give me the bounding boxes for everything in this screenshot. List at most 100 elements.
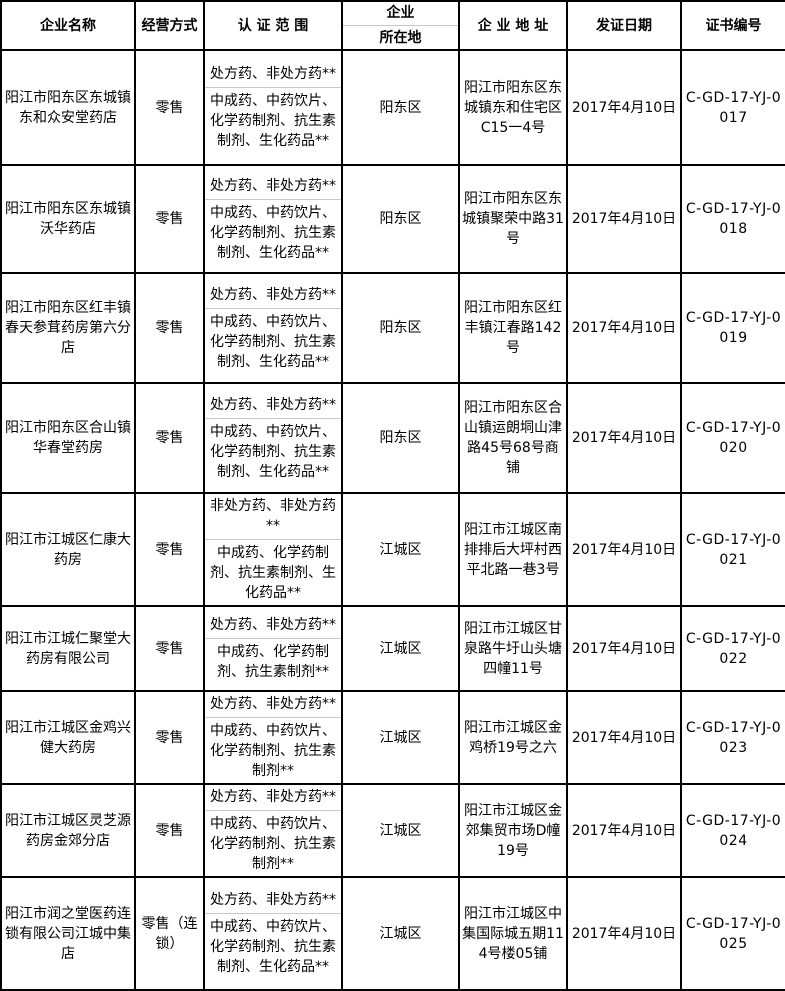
certificate-number-cell: C-GD-17-YJ-0020 — [680, 382, 785, 494]
table-row: 阳江市江城仁聚堂大药房有限公司 零售 处方药、非处方药** 中成药、化学药制剂、… — [0, 605, 785, 692]
scope-section-drugs: 处方药、非处方药** — [206, 283, 340, 309]
certification-scope-cell: 处方药、非处方药** 中成药、中药饮片、化学药制剂、抗生素制剂** — [203, 690, 343, 785]
certificate-number-cell: C-GD-17-YJ-0019 — [680, 272, 785, 384]
address-cell: 阳江市江城区金郊集贸市场D幢19号 — [458, 783, 568, 878]
table-body: 阳江市阳东区东城镇东和众安堂药店 零售 处方药、非处方药** 中成药、中药饮片、… — [0, 49, 785, 991]
certificate-number-cell: C-GD-17-YJ-0023 — [680, 690, 785, 785]
certification-scope-cell: 处方药、非处方药** 中成药、中药饮片、化学药制剂、抗生素制剂** — [203, 783, 343, 878]
scope-section-drugs: 处方药、非处方药** — [206, 693, 340, 718]
certification-scope-cell: 处方药、非处方药** 中成药、中药饮片、化学药制剂、抗生素制剂、生化药品** — [203, 164, 343, 274]
header-business-mode: 经营方式 — [134, 0, 205, 51]
certificate-number-cell: C-GD-17-YJ-0021 — [680, 492, 785, 607]
scope-stack: 处方药、非处方药** 中成药、中药饮片、化学药制剂、抗生素制剂** — [206, 693, 340, 782]
scope-section-categories: 中成药、中药饮片、化学药制剂、抗生素制剂、生化药品** — [210, 93, 336, 149]
issue-date-cell: 2017年4月10日 — [566, 690, 682, 785]
header-certificate-number: 证书编号 — [680, 0, 785, 51]
table-row: 阳江市江城区仁康大药房 零售 非处方药、非处方药** 中成药、化学药制剂、抗生素… — [0, 492, 785, 607]
company-name-cell: 阳江市阳东区东城镇沃华药店 — [0, 164, 136, 274]
business-mode-cell: 零售 — [134, 382, 205, 494]
company-name-cell: 阳江市江城区灵芝源药房金郊分店 — [0, 783, 136, 878]
district-cell: 阳东区 — [341, 382, 460, 494]
scope-stack: 处方药、非处方药** 中成药、中药饮片、化学药制剂、抗生素制剂、生化药品** — [206, 393, 340, 484]
scope-stack: 处方药、非处方药** 中成药、中药饮片、化学药制剂、抗生素制剂** — [206, 786, 340, 875]
header-company-district: 企业 所在地 — [341, 0, 460, 51]
table-row: 阳江市润之堂医药连锁有限公司江城中集店 零售（连锁） 处方药、非处方药** 中成… — [0, 876, 785, 991]
scope-stack: 处方药、非处方药** 中成药、中药饮片、化学药制剂、抗生素制剂、生化药品** — [206, 888, 340, 979]
district-cell: 江城区 — [341, 783, 460, 878]
scope-stack: 处方药、非处方药** 中成药、中药饮片、化学药制剂、抗生素制剂、生化药品** — [206, 283, 340, 374]
certificate-number-cell: C-GD-17-YJ-0017 — [680, 49, 785, 166]
certificate-number-cell: C-GD-17-YJ-0018 — [680, 164, 785, 274]
table-row: 阳江市阳东区红丰镇春天参茸药房第六分店 零售 处方药、非处方药** 中成药、中药… — [0, 272, 785, 384]
district-cell: 阳东区 — [341, 272, 460, 384]
business-mode-cell: 零售 — [134, 49, 205, 166]
scope-stack: 处方药、非处方药** 中成药、中药饮片、化学药制剂、抗生素制剂、生化药品** — [206, 174, 340, 265]
scope-section-categories: 中成药、化学药制剂、抗生素制剂** — [217, 644, 329, 680]
scope-stack: 非处方药、非处方药** 中成药、化学药制剂、抗生素制剂、生化药品** — [206, 495, 340, 604]
address-cell: 阳江市江城区中集国际城五期114号楼05铺 — [458, 876, 568, 991]
company-name-cell: 阳江市阳东区红丰镇春天参茸药房第六分店 — [0, 272, 136, 384]
scope-section-drugs: 处方药、非处方药** — [206, 174, 340, 200]
business-mode-cell: 零售 — [134, 492, 205, 607]
table-row: 阳江市阳东区合山镇华春堂药房 零售 处方药、非处方药** 中成药、中药饮片、化学… — [0, 382, 785, 494]
certificate-number-cell: C-GD-17-YJ-0022 — [680, 605, 785, 692]
header-certification-scope: 认 证 范 围 — [203, 0, 343, 51]
issue-date-cell: 2017年4月10日 — [566, 783, 682, 878]
business-mode-cell: 零售 — [134, 272, 205, 384]
certification-scope-cell: 处方药、非处方药** 中成药、中药饮片、化学药制剂、抗生素制剂、生化药品** — [203, 49, 343, 166]
address-cell: 阳江市江城区甘泉路牛圩山头塘四幢11号 — [458, 605, 568, 692]
scope-section-categories: 中成药、中药饮片、化学药制剂、抗生素制剂、生化药品** — [210, 919, 336, 975]
table-row: 阳江市阳东区东城镇沃华药店 零售 处方药、非处方药** 中成药、中药饮片、化学药… — [0, 164, 785, 274]
scope-section-categories: 中成药、中药饮片、化学药制剂、抗生素制剂** — [210, 816, 336, 872]
table-row: 阳江市江城区灵芝源药房金郊分店 零售 处方药、非处方药** 中成药、中药饮片、化… — [0, 783, 785, 878]
business-mode-cell: 零售（连锁） — [134, 876, 205, 991]
address-cell: 阳江市阳东区东城镇聚荣中路31号 — [458, 164, 568, 274]
district-cell: 阳东区 — [341, 164, 460, 274]
scope-section-drugs: 处方药、非处方药** — [206, 613, 340, 639]
address-cell: 阳江市阳东区红丰镇江春路142号 — [458, 272, 568, 384]
issue-date-cell: 2017年4月10日 — [566, 492, 682, 607]
district-header-line1: 企业 — [344, 3, 457, 26]
scope-stack: 处方药、非处方药** 中成药、中药饮片、化学药制剂、抗生素制剂、生化药品** — [206, 62, 340, 153]
issue-date-cell: 2017年4月10日 — [566, 164, 682, 274]
certification-scope-cell: 非处方药、非处方药** 中成药、化学药制剂、抗生素制剂、生化药品** — [203, 492, 343, 607]
address-cell: 阳江市江城区南排排后大坪村西平北路一巷3号 — [458, 492, 568, 607]
scope-section-categories: 中成药、中药饮片、化学药制剂、抗生素制剂、生化药品** — [210, 204, 336, 261]
address-cell: 阳江市江城区金鸡桥19号之六 — [458, 690, 568, 785]
scope-section-categories: 中成药、中药饮片、化学药制剂、抗生素制剂** — [210, 723, 336, 779]
scope-section-drugs: 处方药、非处方药** — [206, 786, 340, 811]
district-cell: 江城区 — [341, 876, 460, 991]
issue-date-cell: 2017年4月10日 — [566, 272, 682, 384]
company-name-cell: 阳江市阳东区合山镇华春堂药房 — [0, 382, 136, 494]
scope-section-drugs: 处方药、非处方药** — [206, 62, 340, 88]
header-issue-date: 发证日期 — [566, 0, 682, 51]
table-header: 企业名称 经营方式 认 证 范 围 企业 所在地 企 业 地 址 发证日期 证书… — [0, 0, 785, 51]
table-row: 阳江市阳东区东城镇东和众安堂药店 零售 处方药、非处方药** 中成药、中药饮片、… — [0, 49, 785, 166]
table-row: 阳江市江城区金鸡兴健大药房 零售 处方药、非处方药** 中成药、中药饮片、化学药… — [0, 690, 785, 785]
business-mode-cell: 零售 — [134, 783, 205, 878]
scope-stack: 处方药、非处方药** 中成药、化学药制剂、抗生素制剂** — [206, 613, 340, 684]
company-name-cell: 阳江市阳东区东城镇东和众安堂药店 — [0, 49, 136, 166]
address-cell: 阳江市阳东区合山镇运朗垌山津路45号68号商铺 — [458, 382, 568, 494]
district-cell: 阳东区 — [341, 49, 460, 166]
header-company-name: 企业名称 — [0, 0, 136, 51]
header-row: 企业名称 经营方式 认 证 范 围 企业 所在地 企 业 地 址 发证日期 证书… — [0, 0, 785, 51]
business-mode-cell: 零售 — [134, 690, 205, 785]
scope-section-drugs: 非处方药、非处方药** — [206, 495, 340, 540]
scope-section-drugs: 处方药、非处方药** — [206, 393, 340, 419]
certificate-number-cell: C-GD-17-YJ-0024 — [680, 783, 785, 878]
district-cell: 江城区 — [341, 492, 460, 607]
company-name-cell: 阳江市江城区仁康大药房 — [0, 492, 136, 607]
business-mode-cell: 零售 — [134, 605, 205, 692]
district-cell: 江城区 — [341, 605, 460, 692]
address-cell: 阳江市阳东区东城镇东和住宅区C15一4号 — [458, 49, 568, 166]
district-header-stack: 企业 所在地 — [344, 3, 457, 48]
scope-section-categories: 中成药、化学药制剂、抗生素制剂、生化药品** — [210, 545, 336, 601]
district-cell: 江城区 — [341, 690, 460, 785]
certification-scope-cell: 处方药、非处方药** 中成药、化学药制剂、抗生素制剂** — [203, 605, 343, 692]
district-header-line2: 所在地 — [379, 30, 422, 46]
issue-date-cell: 2017年4月10日 — [566, 49, 682, 166]
certification-scope-cell: 处方药、非处方药** 中成药、中药饮片、化学药制剂、抗生素制剂、生化药品** — [203, 272, 343, 384]
company-name-cell: 阳江市江城仁聚堂大药房有限公司 — [0, 605, 136, 692]
